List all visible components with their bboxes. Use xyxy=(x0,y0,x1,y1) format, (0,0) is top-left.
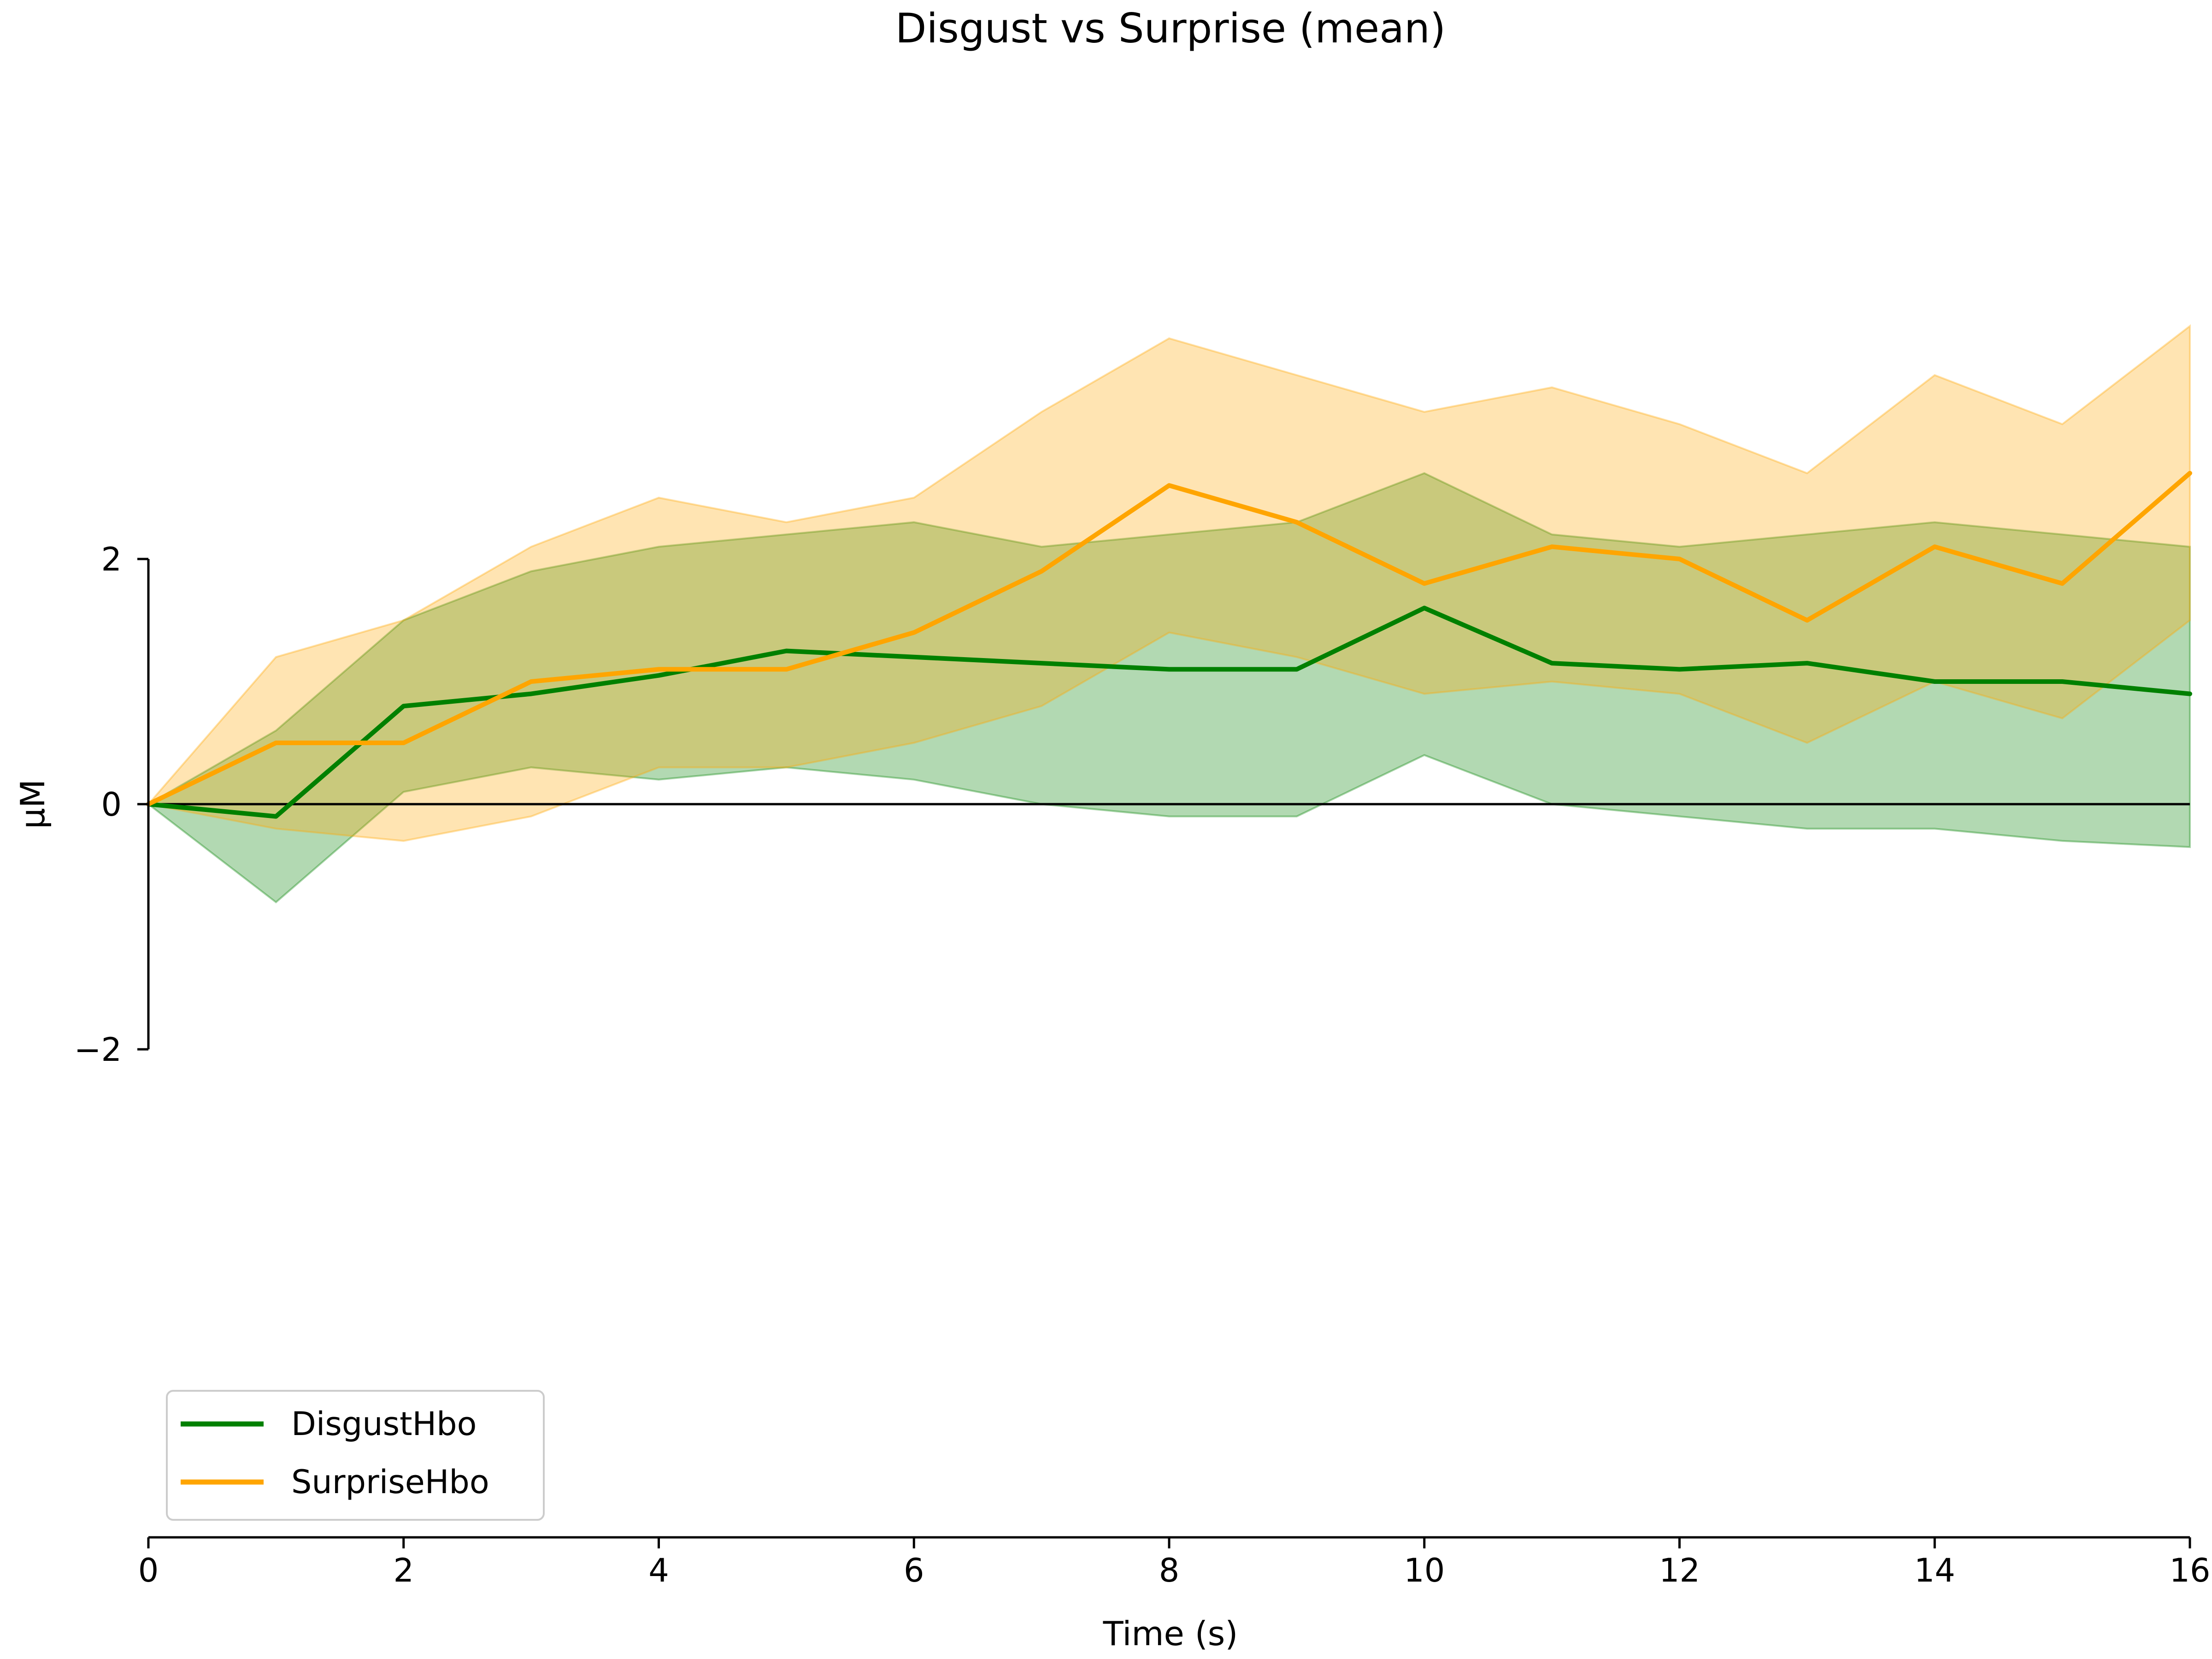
legend-label-surprise: SurpriseHbo xyxy=(291,1463,489,1501)
legend-label-disgust: DisgustHbo xyxy=(291,1405,477,1443)
x-tick-label: 2 xyxy=(393,1552,414,1589)
confidence-bands xyxy=(147,324,2191,904)
series-line-surprisehbo xyxy=(146,471,2192,806)
y-tick-label: 2 xyxy=(101,541,122,578)
x-axis-label: Time (s) xyxy=(1103,1614,1238,1653)
chart-title: Disgust vs Surprise (mean) xyxy=(895,5,1446,52)
x-tick-label: 16 xyxy=(2169,1552,2210,1589)
ci-band-disgusthbo xyxy=(147,472,2191,904)
y-tick-label: −2 xyxy=(74,1031,122,1069)
legend: DisgustHbo SurpriseHbo xyxy=(166,1390,545,1521)
x-tick-label: 14 xyxy=(1914,1552,1955,1589)
x-tick-label: 10 xyxy=(1404,1552,1445,1589)
y-tick-label: 0 xyxy=(101,786,122,824)
y-axis: −2 0 2 xyxy=(74,541,150,1069)
x-tick-label: 12 xyxy=(1659,1552,1700,1589)
x-axis: 0 2 4 6 8 10 12 14 16 xyxy=(138,1536,2211,1589)
x-tick-label: 6 xyxy=(904,1552,924,1589)
series-lines xyxy=(146,471,2192,819)
x-tick-label: 8 xyxy=(1159,1552,1180,1589)
x-tick-label: 4 xyxy=(648,1552,669,1589)
x-tick-label: 0 xyxy=(138,1552,159,1589)
y-axis-label: μM xyxy=(13,779,52,829)
series-line-disgusthbo xyxy=(146,606,2192,819)
